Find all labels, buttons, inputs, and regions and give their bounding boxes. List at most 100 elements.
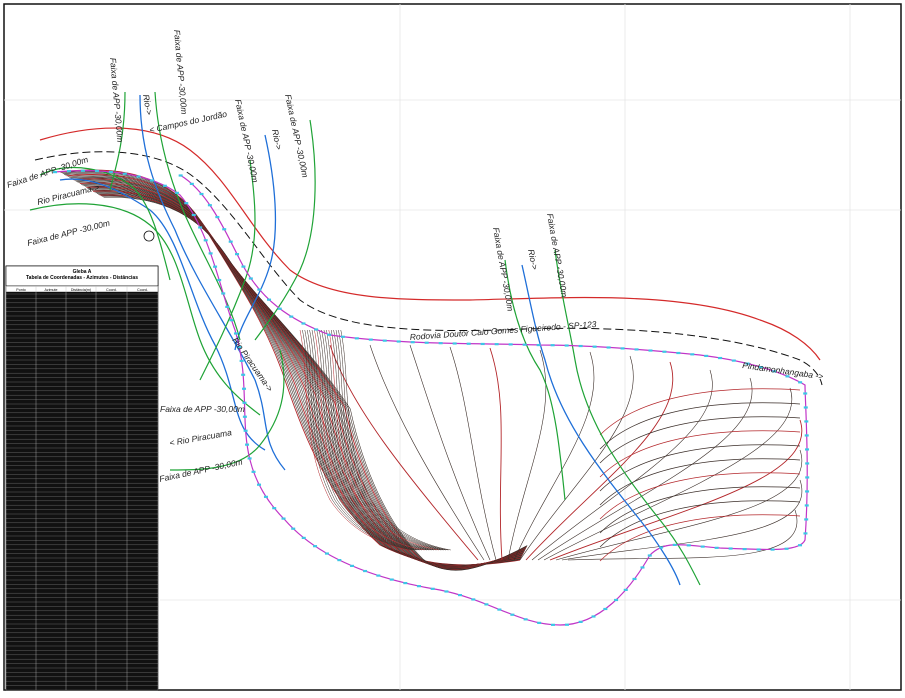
boundary-marker [136,175,141,178]
boundary-marker [368,338,373,341]
boundary-marker [189,182,194,186]
boundary-marker [805,448,810,451]
river-west [139,94,286,471]
boundary-marker [207,204,212,207]
contour-line [326,329,437,551]
contour-line [599,458,801,506]
boundary-marker [523,618,528,621]
boundary-marker [382,339,387,342]
boundary-marker [494,343,499,346]
contour-line [507,349,547,561]
app-strip-6 [39,167,171,281]
contour-line [330,329,442,551]
river-mid [234,134,277,351]
label-pindamonhangaba: Pindamonhangaba -> [742,360,824,381]
label-rio-1: Rio-> [141,94,154,116]
boundary-marker [416,585,421,588]
boundary-marker [247,457,252,460]
contour-line [599,402,801,450]
contour-line [302,329,413,551]
table-title: Gleba A [73,269,92,275]
boundary-marker [805,490,810,493]
contour-line [549,419,803,561]
boundary-marker [804,420,809,423]
boundary-marker [327,333,332,336]
boundary-marker [718,356,723,360]
boundary-marker [424,341,429,344]
app-strip-4 [254,119,316,341]
label-rio-3: Rio-> [526,248,540,270]
boundary-marker [578,344,583,348]
boundary-marker [578,620,583,623]
boundary-marker [324,552,329,555]
contour-line [328,329,439,551]
boundary-marker [235,253,240,256]
app-strip-9 [554,249,701,586]
sheet-border [3,3,902,691]
app-strip-1 [109,91,126,191]
app-strip-8 [504,259,566,501]
boundary-marker [221,292,226,295]
boundary-marker [237,345,242,349]
boundary-marker [203,239,208,242]
boundary-marker [480,342,485,346]
boundary-marker [281,517,286,520]
boundary-marker [184,202,189,205]
boundary-marker [785,375,790,378]
boundary-marker [340,335,345,338]
boundary-marker [389,578,394,581]
boundary-marker [603,607,608,611]
contour-line [329,344,479,561]
boundary-marker [215,215,220,219]
boundary-marker [242,415,247,418]
boundary-marker [623,588,628,591]
contour-line [323,329,435,551]
boundary-marker [591,615,596,618]
table-column-header: Distância(m) [71,288,91,292]
label-rio-piracuama-mid: Rio Piracuama-> [230,335,275,393]
boundary-marker [614,598,619,602]
label-faixa-left-top: Faixa de APP -30,00m [6,154,90,190]
boundary-marker [759,366,764,369]
boundary-marker [376,574,381,577]
contour-line [314,329,425,551]
boundary-marker [267,298,272,301]
contour-line [304,329,415,551]
contour-line [335,329,447,551]
boundary-marker [350,564,355,568]
contour-line [99,194,527,570]
table-column-header: Coord. [137,288,148,292]
boundary-marker [672,543,677,546]
boundary-marker [714,546,719,549]
boundary-marker [108,170,113,174]
boundary-marker [648,349,653,352]
table-header: Ponto Azimute Distância(m) Coord. Coord. [5,285,159,293]
label-faixa-left-bottom: Faixa de APP -30,00m [26,218,111,248]
river-piracuama [59,178,266,451]
contour-line [531,369,713,561]
boundary-marker [354,337,359,340]
boundary-marker [508,343,513,346]
boundary-marker [700,545,705,548]
app-strip-2 [154,91,241,341]
table-column-header: Coord. [106,288,117,292]
boundary-marker [804,504,809,507]
road-edge-north [39,127,821,361]
boundary-marker [798,381,803,384]
contour-line [299,329,411,551]
boundary-marker [222,228,227,231]
boundary-marker [396,340,401,343]
boundary-marker [497,608,502,611]
boundary-marker [471,598,476,601]
boundary-marker [728,547,733,550]
contour-line [306,329,418,551]
label-rodovia: Rodovia Doutor Caio Gomes Figueiredo - S… [409,319,597,342]
boundary-marker [634,348,639,351]
contour-line [338,329,449,551]
table-subtitle: Tabela de Coordenadas - Azimutes - Distâ… [26,275,138,281]
boundary-marker [756,548,761,551]
boundary-marker [257,483,262,486]
boundary-marker [149,179,154,182]
boundary-marker [550,623,555,626]
